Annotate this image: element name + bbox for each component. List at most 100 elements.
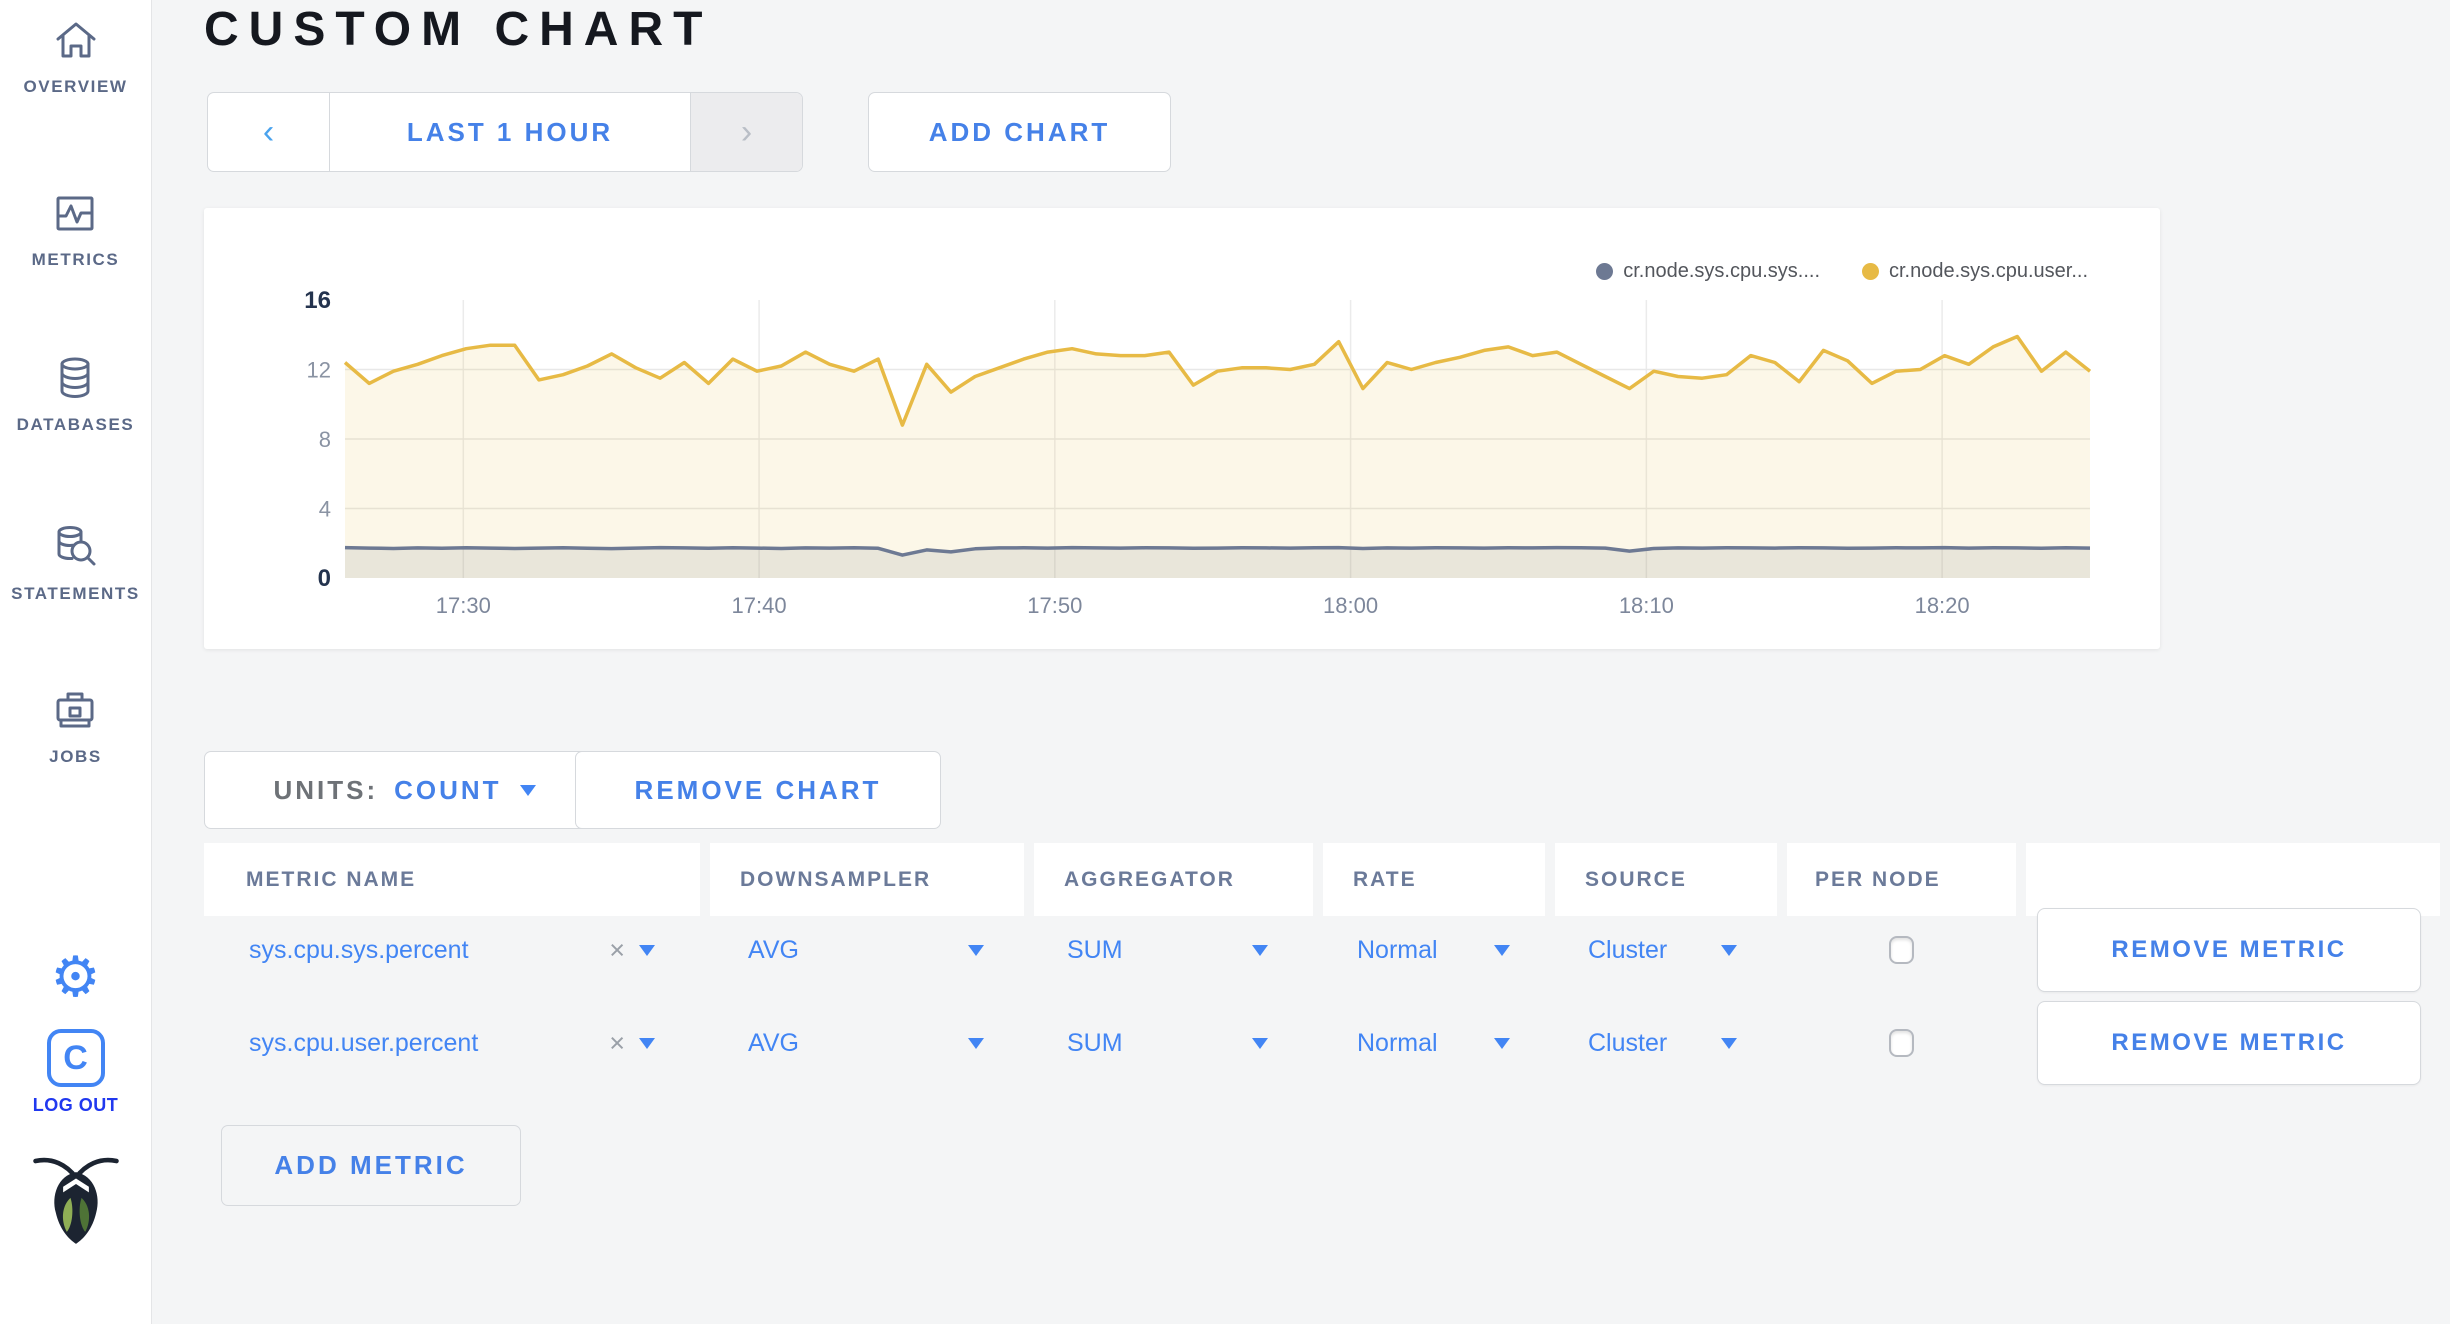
y-tick-label: 0	[318, 565, 331, 592]
downsampler-dropdown[interactable]: AVG	[710, 908, 1024, 992]
source-dropdown[interactable]: Cluster	[1555, 1001, 1777, 1085]
y-tick-label: 4	[319, 497, 331, 522]
sidebar-item-label: JOBS	[49, 747, 102, 766]
rate-value: Normal	[1357, 1028, 1438, 1057]
x-tick-label: 18:10	[1619, 593, 1674, 618]
main-content: CUSTOM CHART ‹ LAST 1 HOUR › ADD CHART 1…	[152, 0, 2450, 1324]
sidebar-item-label: OVERVIEW	[23, 77, 128, 96]
x-tick-label: 17:30	[436, 593, 491, 618]
caret-down-icon[interactable]	[639, 944, 655, 956]
sidebar-item-statements[interactable]: STATEMENTS	[11, 523, 140, 604]
caret-down-icon	[519, 784, 536, 796]
units-label: UNITS:	[273, 774, 379, 805]
column-header-aggregator: AGGREGATOR	[1034, 843, 1313, 916]
column-header-downsampler: DOWNSAMPLER	[710, 843, 1024, 916]
remove-metric-button[interactable]: REMOVE METRIC	[2037, 1001, 2421, 1085]
sidebar-item-databases[interactable]: DATABASES	[17, 354, 135, 435]
add-chart-button[interactable]: ADD CHART	[868, 92, 1171, 172]
logout-label: LOG OUT	[32, 1095, 119, 1115]
caret-down-icon	[1721, 944, 1737, 956]
per-node-checkbox[interactable]	[1889, 936, 1914, 964]
rate-dropdown[interactable]: Normal	[1323, 1001, 1545, 1085]
caret-down-icon	[1494, 944, 1510, 956]
caret-down-icon	[968, 1037, 984, 1049]
legend-label: cr.node.sys.cpu.user...	[1889, 260, 2088, 282]
aggregator-dropdown[interactable]: SUM	[1034, 1001, 1313, 1085]
column-header-per-node: PER NODE	[1787, 843, 2016, 916]
custom-chart-card: 17:30 17:40 17:50 18:00 18:10 18:20 0 4 8 12 16 cr…	[204, 208, 2160, 649]
series-line	[344, 545, 2091, 557]
sidebar: OVERVIEW METRICS DATABASES	[0, 0, 152, 1324]
home-icon	[52, 16, 100, 69]
column-header-source: SOURCE	[1555, 843, 1777, 916]
time-range-label[interactable]: LAST 1 HOUR	[406, 116, 614, 147]
custom-chart-plot[interactable]: 17:30 17:40 17:50 18:00 18:10 18:20 0 4 8 12 16	[204, 208, 2160, 649]
downsampler-value: AVG	[748, 935, 799, 964]
column-header-rate: RATE	[1323, 843, 1545, 916]
aggregator-dropdown[interactable]: SUM	[1034, 908, 1313, 992]
caret-down-icon	[1252, 1037, 1268, 1049]
sidebar-item-label: DATABASES	[16, 415, 135, 434]
column-header-metric-name: METRIC NAME	[204, 843, 700, 916]
metrics-table-header: METRIC NAME DOWNSAMPLER AGGREGATOR RATE …	[204, 843, 2440, 916]
database-icon	[51, 354, 99, 407]
clear-metric-icon[interactable]: ×	[609, 934, 625, 965]
units-value: COUNT	[394, 774, 502, 805]
sidebar-item-label: METRICS	[31, 250, 120, 269]
cockroach-bug-logo-icon	[30, 1146, 122, 1251]
clear-metric-icon[interactable]: ×	[609, 1027, 625, 1058]
remove-metric-button[interactable]: REMOVE METRIC	[2037, 908, 2421, 992]
logout-button[interactable]: C LOG OUT	[33, 1029, 119, 1116]
aggregator-value: SUM	[1067, 935, 1123, 964]
x-tick-label: 18:00	[1323, 593, 1378, 618]
caret-down-icon	[1494, 1037, 1510, 1049]
page-title: CUSTOM CHART	[204, 3, 713, 56]
settings-gear-icon[interactable]: ⚙	[50, 945, 101, 1008]
series-area	[345, 336, 2090, 578]
metric-row: sys.cpu.user.percent × AVG SUM Normal Cl…	[204, 1001, 2440, 1085]
y-tick-label: 12	[307, 358, 331, 383]
metric-name-value[interactable]: sys.cpu.sys.percent	[249, 935, 469, 964]
sidebar-item-metrics[interactable]: METRICS	[32, 189, 120, 270]
caret-down-icon	[1252, 944, 1268, 956]
y-tick-label: 8	[319, 427, 331, 452]
downsampler-dropdown[interactable]: AVG	[710, 1001, 1024, 1085]
cockroach-c-logo-icon: C	[46, 1029, 105, 1087]
caret-down-icon[interactable]	[639, 1037, 655, 1049]
series-line	[343, 334, 2092, 427]
legend-item[interactable]: cr.node.sys.cpu.user...	[1862, 260, 2088, 283]
downsampler-value: AVG	[748, 1028, 799, 1057]
jobs-icon	[51, 686, 99, 739]
legend-label: cr.node.sys.cpu.sys....	[1623, 260, 1820, 282]
legend-dot-icon	[1596, 263, 1614, 280]
source-value: Cluster	[1588, 1028, 1668, 1057]
metrics-icon	[51, 189, 99, 242]
sidebar-item-overview[interactable]: OVERVIEW	[23, 16, 127, 97]
x-tick-label: 18:20	[1915, 593, 1970, 618]
metric-row: sys.cpu.sys.percent × AVG SUM Normal Clu…	[204, 908, 2440, 992]
time-range-selector: ‹ LAST 1 HOUR ›	[207, 92, 803, 172]
legend-item[interactable]: cr.node.sys.cpu.sys....	[1596, 260, 1820, 283]
x-tick-label: 17:40	[732, 593, 787, 618]
caret-down-icon	[1721, 1037, 1737, 1049]
remove-chart-button[interactable]: REMOVE CHART	[575, 751, 941, 829]
x-tick-label: 17:50	[1027, 593, 1082, 618]
caret-down-icon	[968, 944, 984, 956]
sidebar-item-jobs[interactable]: JOBS	[49, 686, 102, 767]
source-value: Cluster	[1588, 935, 1668, 964]
legend-dot-icon	[1862, 263, 1879, 280]
units-dropdown[interactable]: UNITS: COUNT	[204, 751, 605, 829]
add-metric-button[interactable]: ADD METRIC	[221, 1125, 521, 1206]
y-tick-label: 16	[304, 287, 331, 314]
per-node-checkbox[interactable]	[1889, 1029, 1914, 1057]
source-dropdown[interactable]: Cluster	[1555, 908, 1777, 992]
statements-icon	[51, 523, 99, 576]
column-header-actions	[2026, 843, 2440, 916]
time-range-next-icon[interactable]: ›	[690, 93, 802, 171]
chart-legend: cr.node.sys.cpu.sys.... cr.node.sys.cpu.…	[1596, 260, 2088, 283]
rate-dropdown[interactable]: Normal	[1323, 908, 1545, 992]
time-range-prev-icon[interactable]: ‹	[208, 93, 330, 171]
rate-value: Normal	[1357, 935, 1438, 964]
sidebar-item-label: STATEMENTS	[11, 584, 140, 603]
metric-name-value[interactable]: sys.cpu.user.percent	[249, 1028, 479, 1057]
